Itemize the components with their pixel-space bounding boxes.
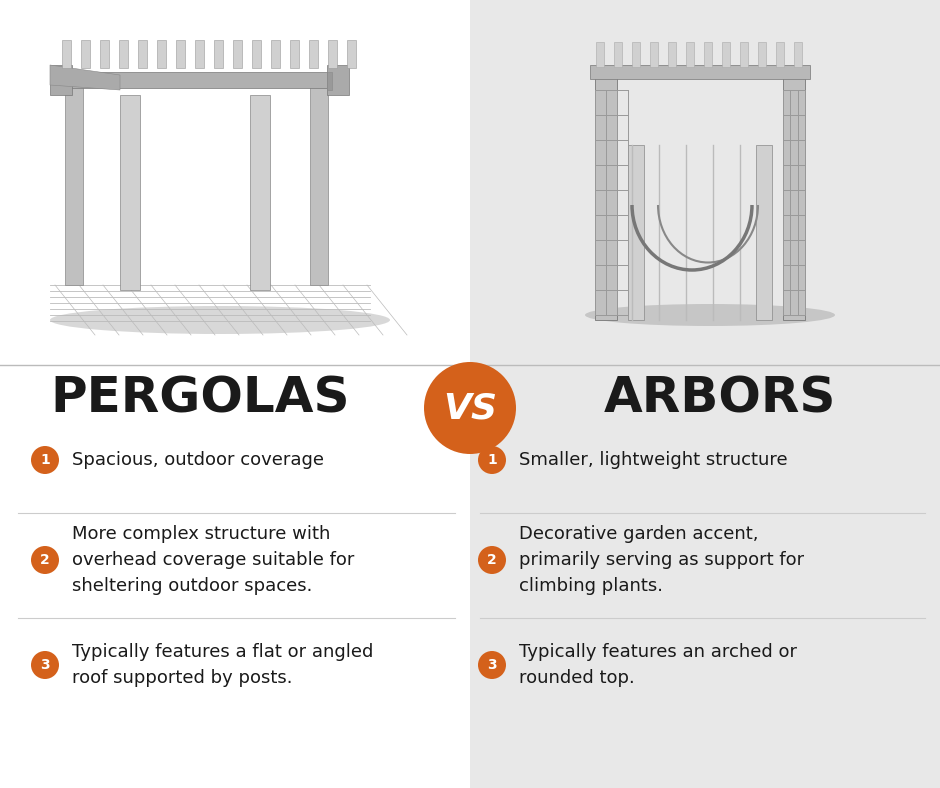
Bar <box>756 145 772 320</box>
Polygon shape <box>138 40 147 68</box>
Ellipse shape <box>50 306 390 334</box>
Polygon shape <box>157 40 166 68</box>
Polygon shape <box>176 40 185 68</box>
Text: 1: 1 <box>40 453 50 467</box>
Polygon shape <box>290 40 299 68</box>
Ellipse shape <box>585 304 835 326</box>
Bar <box>50 65 72 95</box>
Polygon shape <box>214 40 223 68</box>
Circle shape <box>478 546 506 574</box>
Polygon shape <box>81 40 90 68</box>
Bar <box>628 145 644 320</box>
Bar <box>327 65 349 95</box>
Text: Smaller, lightweight structure: Smaller, lightweight structure <box>519 451 788 469</box>
Polygon shape <box>55 72 330 88</box>
Polygon shape <box>776 42 784 67</box>
Polygon shape <box>347 40 356 68</box>
Polygon shape <box>252 40 261 68</box>
Text: PERGOLAS: PERGOLAS <box>50 374 350 422</box>
Polygon shape <box>271 40 280 68</box>
Bar <box>65 85 83 285</box>
Polygon shape <box>758 42 766 67</box>
Polygon shape <box>233 40 242 68</box>
Polygon shape <box>119 40 128 68</box>
Bar <box>595 75 617 320</box>
Circle shape <box>31 446 59 474</box>
Polygon shape <box>100 40 109 68</box>
Circle shape <box>478 651 506 679</box>
Text: 3: 3 <box>40 658 50 672</box>
Bar <box>120 95 140 290</box>
Text: ARBORS: ARBORS <box>603 374 837 422</box>
Polygon shape <box>62 40 71 68</box>
Circle shape <box>31 546 59 574</box>
Bar <box>327 72 332 90</box>
Bar <box>310 85 328 285</box>
Text: 1: 1 <box>487 453 497 467</box>
Polygon shape <box>794 42 802 67</box>
Polygon shape <box>722 42 730 67</box>
Text: Spacious, outdoor coverage: Spacious, outdoor coverage <box>72 451 324 469</box>
Bar <box>0 0 470 788</box>
Polygon shape <box>740 42 748 67</box>
Circle shape <box>424 362 516 454</box>
Polygon shape <box>195 40 204 68</box>
Text: Typically features an arched or
rounded top.: Typically features an arched or rounded … <box>519 643 797 687</box>
Text: 2: 2 <box>40 553 50 567</box>
Text: Decorative garden accent,
primarily serving as support for
climbing plants.: Decorative garden accent, primarily serv… <box>519 526 804 595</box>
Polygon shape <box>50 65 120 90</box>
Bar <box>590 65 810 79</box>
Polygon shape <box>596 42 604 67</box>
Text: Typically features a flat or angled
roof supported by posts.: Typically features a flat or angled roof… <box>72 643 373 687</box>
Bar <box>783 75 805 320</box>
Text: VS: VS <box>443 391 497 425</box>
Text: 2: 2 <box>487 553 497 567</box>
Polygon shape <box>650 42 658 67</box>
Polygon shape <box>686 42 694 67</box>
Polygon shape <box>614 42 622 67</box>
Polygon shape <box>704 42 712 67</box>
Circle shape <box>31 651 59 679</box>
Bar <box>470 0 940 788</box>
Bar <box>250 95 270 290</box>
Text: 3: 3 <box>487 658 497 672</box>
Polygon shape <box>668 42 676 67</box>
Circle shape <box>478 446 506 474</box>
Polygon shape <box>309 40 318 68</box>
Text: More complex structure with
overhead coverage suitable for
sheltering outdoor sp: More complex structure with overhead cov… <box>72 526 354 595</box>
Polygon shape <box>632 42 640 67</box>
Polygon shape <box>328 40 337 68</box>
